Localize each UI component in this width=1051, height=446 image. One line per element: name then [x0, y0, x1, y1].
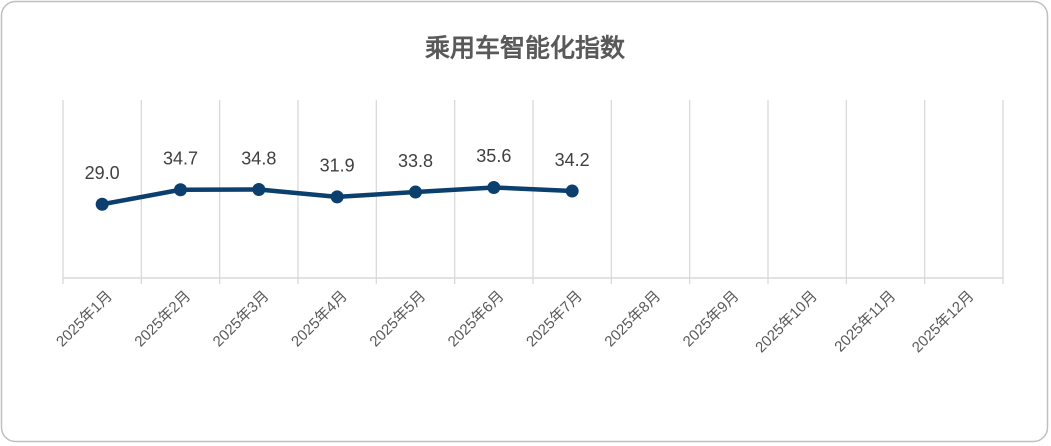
value-label: 34.7: [163, 149, 198, 169]
point: [174, 183, 187, 197]
value-label: 29.0: [85, 163, 120, 183]
value-label: 35.6: [476, 146, 511, 166]
value-label: 34.2: [555, 150, 590, 170]
value-label: 31.9: [320, 156, 355, 176]
point: [252, 183, 266, 197]
value-label: 34.8: [241, 148, 276, 168]
value-label: 33.8: [398, 151, 433, 171]
point: [330, 190, 344, 204]
point: [565, 184, 579, 198]
chart-title: 乘用车智能化指数: [425, 34, 626, 63]
point: [409, 185, 422, 199]
point: [487, 180, 501, 194]
point: [95, 197, 109, 211]
